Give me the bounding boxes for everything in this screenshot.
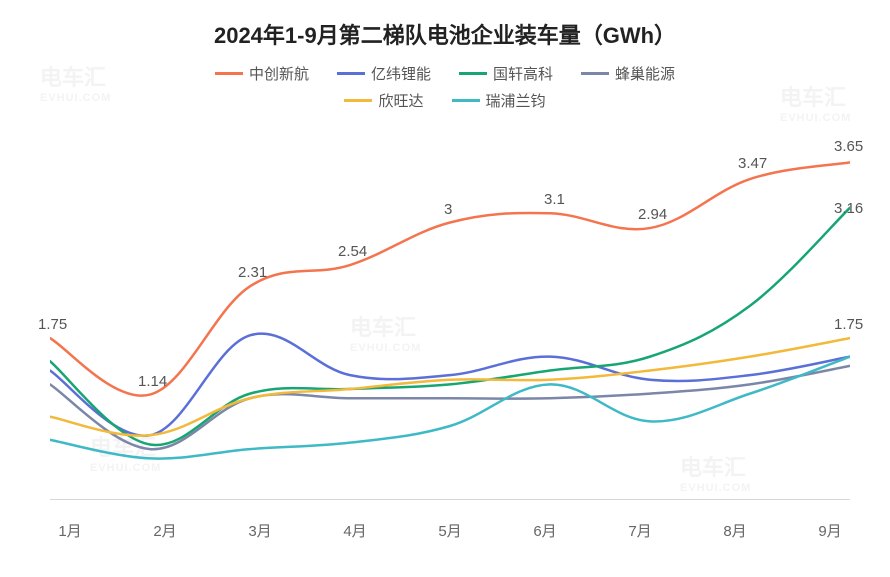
data-label: 3.1 bbox=[544, 191, 565, 208]
legend-swatch bbox=[344, 99, 372, 102]
x-tick-label: 7月 bbox=[620, 520, 660, 541]
legend-item: 蜂巢能源 bbox=[581, 63, 675, 84]
x-tick-label: 5月 bbox=[430, 520, 470, 541]
data-label: 3.47 bbox=[738, 155, 767, 172]
legend-item: 亿纬锂能 bbox=[337, 63, 431, 84]
legend-label: 欣旺达 bbox=[378, 90, 423, 111]
series-line bbox=[50, 208, 850, 445]
legend-label: 中创新航 bbox=[249, 63, 309, 84]
data-label: 3.65 bbox=[834, 138, 863, 155]
x-tick-label: 9月 bbox=[810, 520, 850, 541]
data-label: 3.16 bbox=[834, 200, 863, 217]
data-label: 3 bbox=[444, 201, 452, 218]
x-tick-label: 6月 bbox=[525, 520, 565, 541]
x-tick-label: 4月 bbox=[335, 520, 375, 541]
legend-swatch bbox=[459, 72, 487, 75]
data-label: 1.14 bbox=[138, 373, 167, 390]
legend-swatch bbox=[337, 72, 365, 75]
legend: 中创新航 亿纬锂能 国轩高科 蜂巢能源欣旺达 瑞浦兰钧 bbox=[180, 60, 710, 114]
x-tick-label: 2月 bbox=[145, 520, 185, 541]
watermark: 电车汇EVHUI.COM bbox=[780, 80, 851, 124]
legend-item: 国轩高科 bbox=[459, 63, 553, 84]
x-axis-labels: 1月 2月 3月 4月 5月 6月 7月 8月 9月 bbox=[50, 520, 850, 541]
legend-swatch bbox=[452, 99, 480, 102]
data-label: 1.75 bbox=[38, 316, 67, 333]
legend-label: 亿纬锂能 bbox=[371, 63, 431, 84]
x-tick-label: 1月 bbox=[50, 520, 90, 541]
watermark: 电车汇EVHUI.COM bbox=[40, 60, 111, 104]
legend-label: 瑞浦兰钧 bbox=[486, 90, 546, 111]
line-chart bbox=[50, 130, 850, 500]
legend-item: 瑞浦兰钧 bbox=[452, 90, 546, 111]
legend-item: 中创新航 bbox=[215, 63, 309, 84]
x-tick-label: 3月 bbox=[240, 520, 280, 541]
data-label: 2.31 bbox=[238, 264, 267, 281]
chart-title: 2024年1-9月第二梯队电池企业装车量（GWh） bbox=[0, 0, 890, 50]
x-tick-label: 8月 bbox=[715, 520, 755, 541]
legend-item: 欣旺达 bbox=[344, 90, 423, 111]
data-label: 2.94 bbox=[638, 206, 667, 223]
data-label: 1.75 bbox=[834, 316, 863, 333]
legend-swatch bbox=[581, 72, 609, 75]
legend-label: 国轩高科 bbox=[493, 63, 553, 84]
legend-label: 蜂巢能源 bbox=[615, 63, 675, 84]
legend-swatch bbox=[215, 72, 243, 75]
data-label: 2.54 bbox=[338, 243, 367, 260]
